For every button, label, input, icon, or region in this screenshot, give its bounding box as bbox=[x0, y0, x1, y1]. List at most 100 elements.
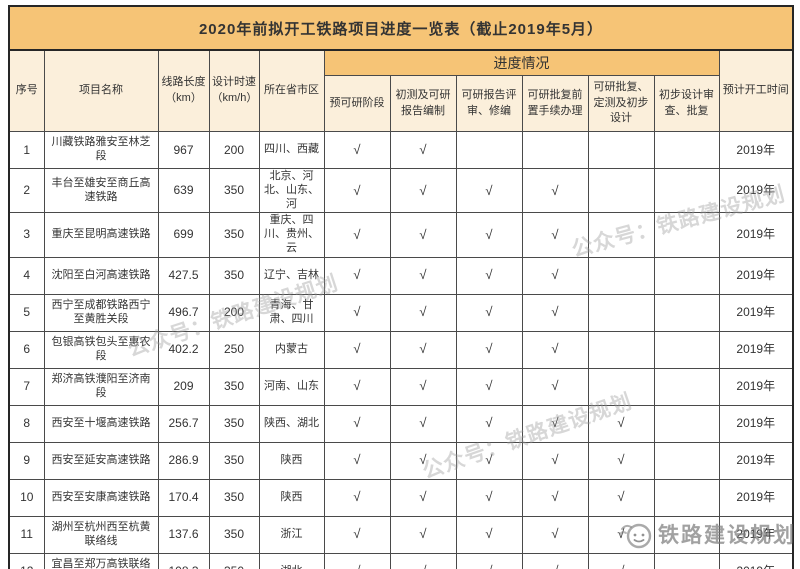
row-region: 北京、河北、山东、河 bbox=[258, 167, 325, 214]
row-seq: 4 bbox=[8, 256, 45, 295]
progress-check-5: √ bbox=[587, 404, 655, 443]
progress-check-3: √ bbox=[455, 212, 523, 258]
progress-check-1: √ bbox=[323, 552, 391, 569]
row-length: 170.4 bbox=[157, 478, 210, 517]
progress-check-2: √ bbox=[389, 256, 457, 295]
row-length: 967 bbox=[157, 131, 210, 169]
header-row-sub: 预可研阶段 初测及可研报告编制 可研报告评审、修编 可研批复前置手续办理 可研批… bbox=[9, 75, 793, 132]
row-region: 陕西 bbox=[258, 441, 325, 480]
table-row: 7 郑济高铁濮阳至济南段 209 350 河南、山东 √ √ √ √ 2019年 bbox=[8, 367, 794, 406]
row-speed: 350 bbox=[208, 256, 260, 295]
row-speed: 350 bbox=[208, 441, 260, 480]
row-start-time: 2019年 bbox=[718, 478, 794, 517]
row-project-name: 西安至延安高速铁路 bbox=[43, 441, 159, 480]
progress-check-1: √ bbox=[323, 131, 391, 169]
progress-check-4: √ bbox=[521, 256, 589, 295]
progress-check-5 bbox=[587, 131, 655, 169]
progress-check-1: √ bbox=[323, 515, 391, 554]
row-region: 陕西 bbox=[258, 478, 325, 517]
progress-check-1: √ bbox=[323, 330, 391, 369]
row-project-name: 重庆至昆明高速铁路 bbox=[43, 212, 159, 258]
progress-check-4: √ bbox=[521, 167, 589, 214]
progress-check-6 bbox=[653, 404, 720, 443]
row-region: 湖北 bbox=[258, 552, 325, 569]
progress-check-3: √ bbox=[455, 256, 523, 295]
row-region: 辽宁、吉林 bbox=[258, 256, 325, 295]
progress-check-4: √ bbox=[521, 515, 589, 554]
row-region: 河南、山东 bbox=[258, 367, 325, 406]
progress-check-5 bbox=[587, 367, 655, 406]
row-speed: 200 bbox=[208, 131, 260, 169]
row-start-time: 2019年 bbox=[718, 212, 794, 258]
progress-check-3: √ bbox=[455, 552, 523, 569]
progress-check-1: √ bbox=[323, 367, 391, 406]
row-length: 108.3 bbox=[157, 552, 210, 569]
row-seq: 10 bbox=[8, 478, 45, 517]
row-length: 256.7 bbox=[157, 404, 210, 443]
progress-check-2: √ bbox=[389, 404, 457, 443]
row-speed: 350 bbox=[208, 478, 260, 517]
progress-check-6 bbox=[653, 212, 720, 258]
progress-check-1: √ bbox=[323, 404, 391, 443]
row-start-time: 2019年 bbox=[718, 256, 794, 295]
row-project-name: 宜昌至郑万高铁联络线 bbox=[43, 552, 159, 569]
progress-check-5 bbox=[587, 167, 655, 214]
col-header-region: 所在省市区 bbox=[258, 49, 325, 132]
row-start-time: 2019年 bbox=[718, 404, 794, 443]
progress-check-5: √ bbox=[587, 441, 655, 480]
progress-check-6 bbox=[653, 330, 720, 369]
row-seq: 1 bbox=[8, 131, 45, 169]
row-project-name: 郑济高铁濮阳至济南段 bbox=[43, 367, 159, 406]
row-seq: 9 bbox=[8, 441, 45, 480]
progress-check-6 bbox=[653, 441, 720, 480]
table-row: 3 重庆至昆明高速铁路 699 350 重庆、四川、贵州、云 √ √ √ √ 2019年 bbox=[8, 212, 794, 258]
progress-check-3: √ bbox=[455, 441, 523, 480]
progress-check-5: √ bbox=[587, 478, 655, 517]
progress-check-2: √ bbox=[389, 552, 457, 569]
progress-check-5 bbox=[587, 256, 655, 295]
progress-check-5: √ bbox=[587, 552, 655, 569]
progress-check-5 bbox=[587, 330, 655, 369]
row-region: 浙江 bbox=[258, 515, 325, 554]
row-speed: 350 bbox=[208, 212, 260, 258]
progress-check-1: √ bbox=[323, 293, 391, 332]
table-row: 2 丰台至雄安至商丘高速铁路 639 350 北京、河北、山东、河 √ √ √ √ 2019年 bbox=[8, 167, 794, 214]
progress-check-1: √ bbox=[323, 441, 391, 480]
col-header-speed: 设计时速（km/h） bbox=[208, 49, 260, 132]
progress-check-3: √ bbox=[455, 167, 523, 214]
row-length: 137.6 bbox=[157, 515, 210, 554]
table-row: 11 湖州至杭州西至杭黄联络线 137.6 350 浙江 √ √ √ √ √ 2019年 bbox=[8, 515, 794, 554]
row-region: 陕西、湖北 bbox=[258, 404, 325, 443]
progress-check-2: √ bbox=[389, 330, 457, 369]
progress-check-6 bbox=[653, 293, 720, 332]
progress-check-6 bbox=[653, 131, 720, 169]
progress-check-2: √ bbox=[389, 212, 457, 258]
row-start-time: 2019年 bbox=[718, 552, 794, 569]
progress-check-2: √ bbox=[389, 293, 457, 332]
col-header-progress-6: 初步设计审查、批复 bbox=[653, 75, 720, 132]
row-start-time: 2019年 bbox=[718, 367, 794, 406]
row-length: 209 bbox=[157, 367, 210, 406]
progress-check-4: √ bbox=[521, 478, 589, 517]
progress-check-2: √ bbox=[389, 441, 457, 480]
progress-check-5 bbox=[587, 293, 655, 332]
col-header-progress-1: 预可研阶段 bbox=[323, 75, 391, 132]
row-project-name: 包银高铁包头至惠农段 bbox=[43, 330, 159, 369]
row-speed: 350 bbox=[208, 367, 260, 406]
progress-check-6 bbox=[653, 552, 720, 569]
row-region: 四川、西藏 bbox=[258, 131, 325, 169]
row-project-name: 西安至十堰高速铁路 bbox=[43, 404, 159, 443]
progress-check-3 bbox=[455, 131, 523, 169]
row-length: 639 bbox=[157, 167, 210, 214]
row-seq: 8 bbox=[8, 404, 45, 443]
row-start-time: 2019年 bbox=[718, 515, 794, 554]
progress-check-6 bbox=[653, 256, 720, 295]
progress-check-2: √ bbox=[389, 515, 457, 554]
row-length: 699 bbox=[157, 212, 210, 258]
row-seq: 12 bbox=[8, 552, 45, 569]
row-speed: 350 bbox=[208, 404, 260, 443]
col-header-start-time: 预计开工时间 bbox=[718, 49, 794, 132]
progress-check-3: √ bbox=[455, 404, 523, 443]
row-start-time: 2019年 bbox=[718, 293, 794, 332]
